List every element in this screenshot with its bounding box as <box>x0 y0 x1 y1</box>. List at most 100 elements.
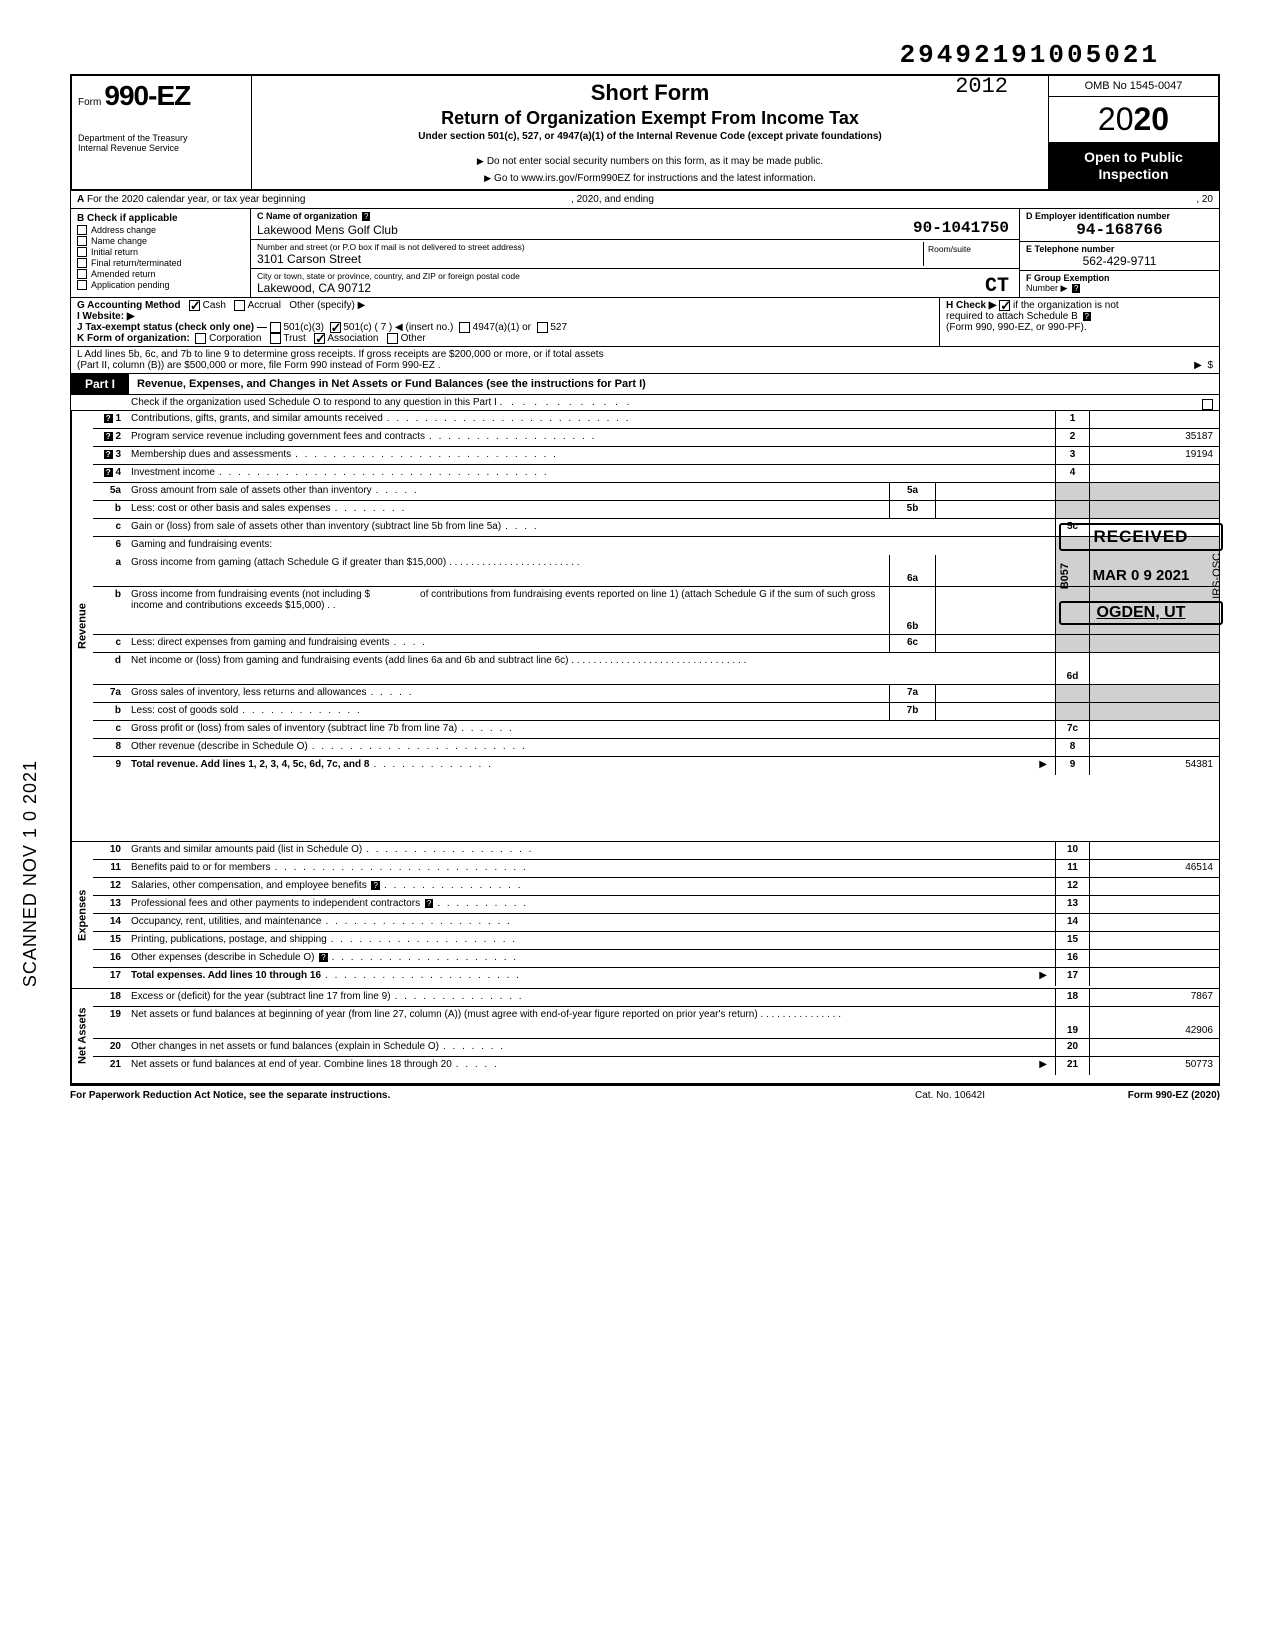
h-check: H Check ▶ <box>946 300 996 311</box>
stamp-b057: B057 <box>1059 563 1071 589</box>
city-label: City or town, state or province, country… <box>257 271 1013 281</box>
help-icon: ? <box>362 212 370 221</box>
line-18: 18Excess or (deficit) for the year (subt… <box>93 989 1219 1007</box>
stamp-received: RECEIVED <box>1065 527 1217 547</box>
chk-initial-return[interactable]: Initial return <box>77 247 244 257</box>
line-16: 16Other expenses (describe in Schedule O… <box>93 950 1219 968</box>
line-6: 6 Gaming and fundraising events: <box>93 537 1219 555</box>
part1-label: Part I <box>71 374 129 394</box>
chk-4947[interactable] <box>459 322 470 333</box>
chk-assoc[interactable] <box>314 333 325 344</box>
year-outline: 20 <box>1098 101 1134 137</box>
row-a-letter: A <box>77 194 84 205</box>
line-4: ? 4 Investment income. . . . . . . . . .… <box>93 465 1219 483</box>
header-left: Form 990-EZ Department of the Treasury I… <box>72 76 252 189</box>
line-12: 12Salaries, other compensation, and empl… <box>93 878 1219 896</box>
row-g: G Accounting Method Cash Accrual Other (… <box>71 298 939 346</box>
block-bcdef: B Check if applicable Address change Nam… <box>70 209 1220 298</box>
line-6a: a Gross income from gaming (attach Sched… <box>93 555 1219 587</box>
line-6d: d Net income or (loss) from gaming and f… <box>93 653 1219 685</box>
line-13: 13Professional fees and other payments t… <box>93 896 1219 914</box>
col-def: D Employer identification number 94-1687… <box>1019 209 1219 297</box>
line-21: 21Net assets or fund balances at end of … <box>93 1057 1219 1075</box>
row-h: H Check ▶ if the organization is not req… <box>939 298 1219 346</box>
chk-address-change[interactable]: Address change <box>77 225 244 235</box>
chk-501c3[interactable] <box>270 322 281 333</box>
chk-name-change[interactable]: Name change <box>77 236 244 246</box>
line-10: 10Grants and similar amounts paid (list … <box>93 842 1219 860</box>
line-6c: c Less: direct expenses from gaming and … <box>93 635 1219 653</box>
line-7a: 7a Gross sales of inventory, less return… <box>93 685 1219 703</box>
omb-number: OMB No 1545-0047 <box>1049 76 1218 97</box>
d-ein: 94-168766 <box>1026 221 1213 239</box>
expenses-label: Expenses <box>71 842 93 988</box>
city: Lakewood, CA 90712 <box>257 281 1013 295</box>
col-b-head: B Check if applicable <box>77 213 244 224</box>
col-b: B Check if applicable Address change Nam… <box>71 209 251 297</box>
form-number: 990-EZ <box>104 80 190 111</box>
under-section: Under section 501(c), 527, or 4947(a)(1)… <box>260 131 1040 142</box>
dept-irs: Internal Revenue Service <box>78 144 245 154</box>
netassets-label: Net Assets <box>71 989 93 1083</box>
row-a-mid: , 2020, and ending <box>571 194 654 205</box>
open-public: Open to Public Inspection <box>1049 143 1218 189</box>
line-5b: b Less: cost or other basis and sales ex… <box>93 501 1219 519</box>
chk-cash[interactable] <box>189 300 200 311</box>
handwritten-ein-copy: 90-1041750 <box>913 219 1009 237</box>
part1-title: Revenue, Expenses, and Changes in Net As… <box>129 375 1219 393</box>
header-mid: Short Form Return of Organization Exempt… <box>252 76 1048 189</box>
f-label2: Number ▶ ? <box>1026 283 1213 294</box>
line-14: 14Occupancy, rent, utilities, and mainte… <box>93 914 1219 932</box>
chk-final-return[interactable]: Final return/terminated <box>77 258 244 268</box>
line-5c: c Gain or (loss) from sale of assets oth… <box>93 519 1219 537</box>
handwritten-initials: CT <box>985 275 1009 298</box>
c-address-row: Number and street (or P.O box if mail is… <box>251 240 1019 269</box>
chk-corp[interactable] <box>195 333 206 344</box>
part1-check-text: Check if the organization used Schedule … <box>131 397 497 408</box>
addr-label: Number and street (or P.O box if mail is… <box>257 242 923 252</box>
row-gh: G Accounting Method Cash Accrual Other (… <box>70 298 1220 347</box>
d-box: D Employer identification number 94-1687… <box>1020 209 1219 242</box>
document-number: 29492191005021 <box>70 40 1220 70</box>
line-2: ? 2 Program service revenue including go… <box>93 429 1219 447</box>
lines-grid: Revenue ? 1 Contributions, gifts, grants… <box>70 411 1220 1084</box>
footer-form: Form 990-EZ (2020) <box>1040 1090 1220 1101</box>
chk-schedule-o[interactable] <box>1202 399 1213 410</box>
chk-other-org[interactable] <box>387 333 398 344</box>
chk-sched-b[interactable] <box>999 300 1010 311</box>
stamp-ogden: OGDEN, UT <box>1065 604 1217 622</box>
d-label: D Employer identification number <box>1026 211 1213 221</box>
chk-accrual[interactable] <box>234 300 245 311</box>
short-form-title: Short Form <box>260 80 1040 106</box>
stamp-side: IRS-OSC <box>1211 553 1223 599</box>
row-a-end: , 20 <box>1196 194 1213 205</box>
line-5a: 5a Gross amount from sale of assets othe… <box>93 483 1219 501</box>
footer: For Paperwork Reduction Act Notice, see … <box>70 1084 1220 1101</box>
line-3: ? 3 Membership dues and assessments. . .… <box>93 447 1219 465</box>
line-7b: b Less: cost of goods sold. . . . . . . … <box>93 703 1219 721</box>
line-1: ? 1 Contributions, gifts, grants, and si… <box>93 411 1219 429</box>
handwritten-year: 2012 <box>955 74 1008 99</box>
tax-year: 2020 <box>1049 97 1218 143</box>
chk-501c[interactable] <box>330 322 341 333</box>
e-box: E Telephone number 562-429-9711 <box>1020 242 1219 271</box>
chk-527[interactable] <box>537 322 548 333</box>
street: 3101 Carson Street <box>257 252 923 266</box>
c-label: C Name of organization <box>257 211 358 221</box>
j-label: J Tax-exempt status (check only one) — <box>77 322 267 333</box>
open-public-1: Open to Public <box>1053 149 1214 166</box>
chk-amended[interactable]: Amended return <box>77 269 244 279</box>
chk-trust[interactable] <box>270 333 281 344</box>
year-bold: 20 <box>1134 101 1170 137</box>
l-text2: (Part II, column (B)) are $500,000 or mo… <box>77 360 440 371</box>
footer-catno: Cat. No. 10642I <box>860 1090 1040 1101</box>
c-city-row: City or town, state or province, country… <box>251 269 1019 297</box>
room-label: Room/suite <box>928 244 1009 254</box>
form-header: Form 990-EZ Department of the Treasury I… <box>70 74 1220 191</box>
e-label: E Telephone number <box>1026 244 1213 254</box>
line-11: 11Benefits paid to or for members. . . .… <box>93 860 1219 878</box>
g-label: G Accounting Method <box>77 300 181 311</box>
chk-app-pending[interactable]: Application pending <box>77 280 244 290</box>
row-l: L Add lines 5b, 6c, and 7b to line 9 to … <box>70 347 1220 374</box>
c-name-box: C Name of organization ? Lakewood Mens G… <box>251 209 1019 240</box>
